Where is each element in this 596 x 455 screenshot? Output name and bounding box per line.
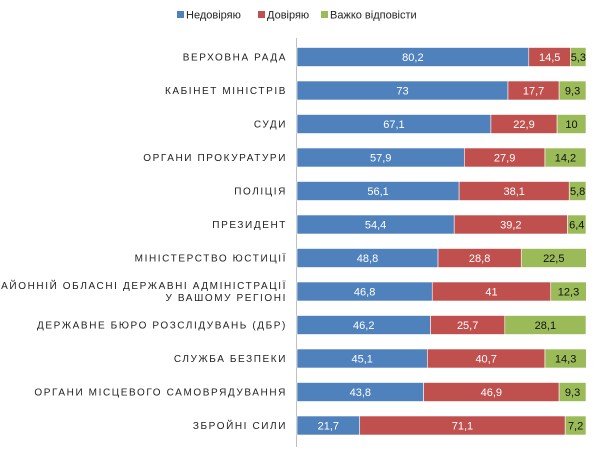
data-label: 67,1 [383, 119, 404, 131]
category-label: ЗБРОЙНІ СИЛИ [193, 419, 287, 432]
data-label: 7,2 [568, 421, 583, 433]
data-label: 14,5 [539, 52, 560, 64]
data-label: 46,8 [354, 287, 375, 299]
data-label: 22,5 [543, 253, 564, 265]
category-label: РАЙОННІЙ ОБЛАСНІ ДЕРЖАВНІ АДМІНІСТРАЦІЇ [0, 279, 287, 292]
data-label: 25,7 [457, 320, 478, 332]
data-label: 80,2 [402, 52, 423, 64]
category-label: СЛУЖБА БЕЗПЕКИ [174, 354, 287, 365]
data-label: 12,3 [558, 287, 579, 299]
data-label: 28,1 [535, 320, 556, 332]
category-label: ОРГАНИ ПРОКУРАТУРИ [143, 153, 287, 164]
data-label: 38,1 [503, 186, 524, 198]
data-label: 14,3 [555, 354, 576, 366]
category-label: МІНІСТЕРСТВО ЮСТИЦІЇ [135, 253, 287, 265]
data-label: 14,2 [555, 153, 576, 165]
bar-segment-2 [558, 382, 587, 402]
data-label: 40,7 [475, 354, 496, 366]
data-label: 73 [396, 86, 408, 98]
category-label: ДЕРЖАВНЕ БЮРО РОЗСЛІДУВАНЬ (ДБР) [37, 321, 287, 332]
data-label: 43,8 [350, 387, 371, 399]
data-label: 17,7 [523, 86, 544, 98]
bar-segment-2 [544, 348, 587, 369]
data-label: 56,1 [367, 186, 388, 198]
legend-swatch-0 [177, 11, 184, 18]
data-label: 9,3 [565, 86, 580, 98]
bar-segment-2 [570, 47, 587, 67]
data-label: 48,8 [357, 253, 378, 265]
bar-segment-2 [568, 181, 587, 201]
category-label: У ВАШОМУ РЕГІОНІ [166, 293, 287, 304]
data-label: 57,9 [370, 153, 391, 165]
category-label: СУДИ [254, 120, 287, 131]
bar-segment-2 [564, 415, 587, 436]
data-label: 46,9 [481, 387, 502, 399]
bar-segment-2 [550, 281, 587, 302]
category-label: ВЕРХОВНА РАДА [183, 53, 287, 64]
data-label: 39,2 [500, 220, 521, 232]
chart-legend: Недовіряю Довіряю Важко відповісти [177, 10, 417, 22]
data-label: 10 [565, 119, 577, 131]
bar-segment-2 [556, 114, 587, 134]
bar-segments [296, 47, 587, 436]
bar-segment-2 [520, 248, 587, 268]
category-label: ПОЛІЦІЯ [234, 187, 287, 198]
bar-segment-2 [544, 147, 587, 168]
data-label: 41 [485, 287, 497, 299]
data-label: 71,1 [452, 421, 473, 433]
data-label: 9,3 [565, 387, 580, 399]
data-label: 6,4 [569, 220, 584, 232]
legend-entry-2: Важко відповісти [330, 10, 417, 22]
legend-entry-1: Довіряю [267, 10, 309, 22]
legend-entry-0: Недовіряю [186, 10, 241, 22]
data-label: 54,4 [365, 220, 386, 232]
bar-segment-2 [567, 214, 587, 235]
value-labels: 80,2 14,5 5,3 73 17,7 9,3 67,1 22,9 10 57,9 27,9 14… [318, 52, 586, 433]
data-label: 46,2 [353, 320, 374, 332]
data-label: 27,9 [494, 153, 515, 165]
data-label: 22,9 [513, 119, 534, 131]
category-label: КАБІНЕТ МІНІСТРІВ [165, 86, 287, 97]
bar-segment-2 [558, 80, 587, 101]
legend-swatch-1 [258, 11, 265, 18]
data-label: 45,1 [351, 354, 372, 366]
bar-segment-2 [504, 315, 587, 335]
data-label: 28,8 [469, 253, 490, 265]
category-label: ОРГАНИ МІСЦЕВОГО САМОВРЯДУВАННЯ [34, 388, 287, 399]
data-label: 5,8 [570, 186, 585, 198]
category-label: ПРЕЗИДЕНТ [212, 220, 287, 231]
data-label: 21,7 [318, 421, 339, 433]
data-label: 5,3 [571, 52, 586, 64]
legend-swatch-2 [321, 11, 328, 18]
category-labels: ВЕРХОВНА РАДА КАБІНЕТ МІНІСТРІВ СУДИ ОРГАНИ… [0, 53, 287, 433]
